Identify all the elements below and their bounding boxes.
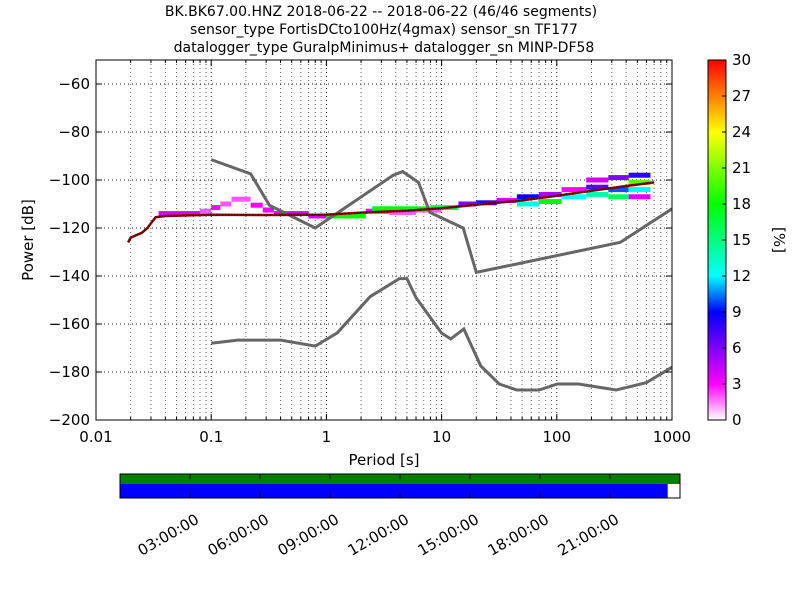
- data-coverage-timeline: 03:00:00 06:00:00 09:00:00 12:00:00 15:00:00…: [119, 473, 681, 560]
- colorbar-tick-label: 9: [732, 303, 742, 321]
- colorbar-tick-label: 15: [732, 231, 751, 249]
- timeline-tick-label: 09:00:00: [275, 510, 342, 559]
- probability-cell: [586, 184, 609, 190]
- x-tick-label: 0.1: [199, 428, 223, 446]
- y-tick-label: −180: [49, 363, 90, 381]
- median-curve-line: [127, 181, 655, 243]
- y-tick-label: −160: [49, 315, 90, 333]
- probability-cell: [231, 196, 251, 202]
- timeline-tick-label: 12:00:00: [345, 510, 412, 559]
- probability-cell: [628, 187, 651, 193]
- colorbar-label: [%]: [770, 227, 788, 253]
- colorbar-tick-label: 24: [732, 123, 751, 141]
- grid-lines: [96, 60, 672, 420]
- probability-cell: [458, 201, 477, 207]
- probability-cell: [308, 213, 327, 219]
- timeline-tick-label: 21:00:00: [555, 510, 622, 559]
- low-noise-model-line: [211, 277, 672, 392]
- probability-cell: [608, 187, 629, 193]
- title-line-1: BK.BK67.00.HNZ 2018-06-22 -- 2018-06-22 …: [165, 4, 597, 20]
- x-tick-label: 1: [322, 428, 332, 446]
- x-tick-label: 10: [432, 428, 451, 446]
- probability-cell: [158, 211, 201, 217]
- probability-cell: [496, 197, 517, 203]
- y-tick-label: −120: [49, 219, 90, 237]
- probability-cell: [516, 194, 539, 200]
- probability-cell: [628, 172, 651, 178]
- probability-cell: [516, 201, 539, 207]
- x-axis-label: Period [s]: [348, 451, 419, 469]
- y-tick-label: −80: [58, 123, 90, 141]
- y-axis-label: Power [dB]: [19, 199, 37, 281]
- probability-cell: [250, 202, 263, 208]
- probability-cell: [561, 187, 587, 193]
- x-tick-label: 1000: [653, 428, 691, 446]
- chart-title: BK.BK67.00.HNZ 2018-06-22 -- 2018-06-22 …: [165, 4, 597, 56]
- y-tick-label: −140: [49, 267, 90, 285]
- colorbar-tick-label: 18: [732, 195, 751, 213]
- probability-cell: [586, 177, 609, 183]
- median-curve: [127, 181, 655, 243]
- probability-cell: [211, 205, 221, 211]
- probability-cell: [561, 194, 587, 200]
- timeline-tick-label: 15:00:00: [415, 510, 482, 559]
- y-axis-ticks: −60 −80 −100 −120 −140 −160 −180 −200: [49, 75, 672, 429]
- probability-cell: [586, 191, 609, 197]
- colorbar-tick-label: 6: [732, 339, 742, 357]
- timeline-coverage-bar: [120, 484, 668, 498]
- x-tick-label: 0.01: [79, 428, 112, 446]
- probability-cell: [608, 194, 629, 200]
- colorbar-tick-label: 0: [732, 411, 742, 429]
- x-tick-label: 100: [542, 428, 571, 446]
- colorbar-ticks: 0 3 6 9 12 15 18 21 24 27 30: [722, 51, 751, 429]
- y-tick-label: −100: [49, 171, 90, 189]
- probability-cell: [628, 194, 651, 200]
- probability-cell: [389, 209, 417, 215]
- colorbar-tick-label: 3: [732, 375, 742, 393]
- probability-cell: [326, 213, 366, 219]
- probability-cell: [262, 207, 274, 213]
- x-axis-ticks: 0.01 0.1 1 10 100 1000: [79, 60, 691, 446]
- probability-cell: [538, 191, 562, 197]
- probability-cell: [628, 179, 651, 185]
- title-line-2: sensor_type FortisDCto100Hz(4gmax) senso…: [190, 22, 578, 38]
- colorbar-tick-label: 30: [732, 51, 751, 69]
- noise-models: [210, 158, 672, 392]
- y-tick-label: −200: [49, 411, 90, 429]
- plot-frame: [95, 59, 673, 421]
- title-line-3: datalogger_type GuralpMinimus+ datalogge…: [174, 40, 595, 56]
- y-tick-label: −60: [58, 75, 90, 93]
- colorbar-tick-label: 27: [732, 87, 751, 105]
- probability-cell: [538, 199, 562, 205]
- probability-cell: [608, 175, 629, 181]
- probability-cell: [372, 206, 431, 212]
- plot-area: [96, 60, 672, 420]
- colorbar-tick-label: 21: [732, 159, 751, 177]
- timeline-tick-label: 03:00:00: [135, 510, 202, 559]
- high-noise-model-line: [210, 158, 672, 275]
- colorbar-tick-label: 12: [732, 267, 751, 285]
- timeline-tick-label: 06:00:00: [205, 510, 272, 559]
- probability-cell: [200, 208, 212, 214]
- timeline-tick-label: 18:00:00: [485, 510, 552, 559]
- probability-cell: [220, 201, 232, 207]
